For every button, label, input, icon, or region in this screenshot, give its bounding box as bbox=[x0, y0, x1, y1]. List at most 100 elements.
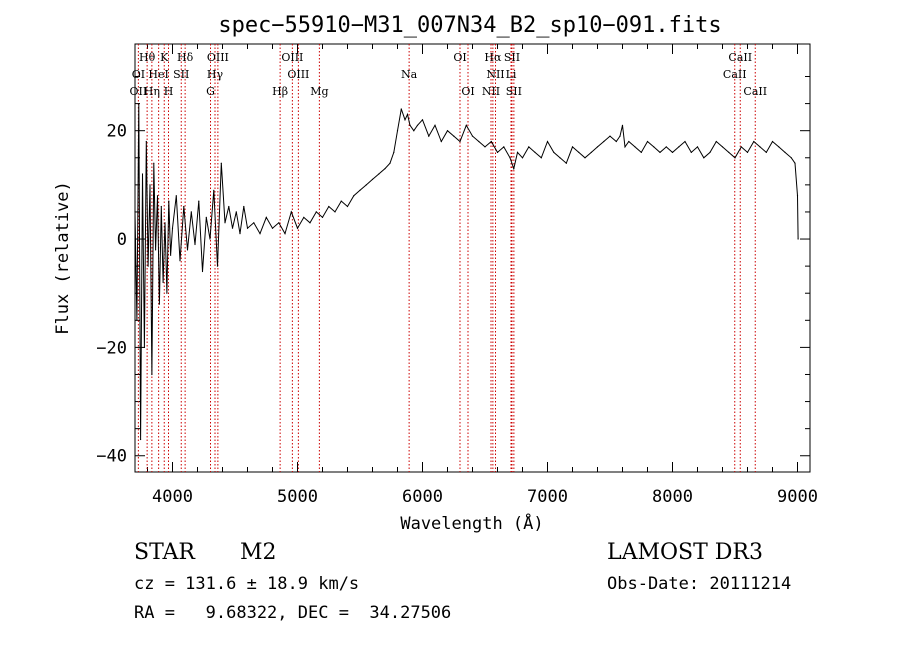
flux-point bbox=[170, 254, 172, 256]
flux-point bbox=[734, 157, 736, 159]
spectral-line-label: OIII bbox=[281, 51, 303, 64]
spectral-line-label: SII bbox=[506, 85, 522, 98]
spectral-line-label: OI bbox=[132, 68, 145, 81]
flux-point bbox=[559, 157, 561, 159]
spectral-line-markers bbox=[137, 44, 756, 472]
flux-point bbox=[615, 140, 617, 143]
spectral-line-label: NII bbox=[482, 85, 500, 98]
flux-point bbox=[609, 135, 611, 137]
spectral-line-label: Hα bbox=[484, 51, 502, 64]
y-tick-label: 0 bbox=[117, 230, 127, 250]
spectral-line-label: OI bbox=[453, 51, 466, 64]
flux-point bbox=[646, 140, 649, 143]
flux-point bbox=[389, 162, 391, 164]
spectral-line-label: Hβ bbox=[272, 85, 288, 98]
flux-point bbox=[315, 211, 317, 213]
flux-point bbox=[553, 151, 555, 153]
flux-point bbox=[168, 200, 170, 202]
flux-point bbox=[145, 140, 147, 143]
flux-point bbox=[384, 168, 386, 170]
spectral-line-label: Li bbox=[506, 68, 517, 81]
flux-point bbox=[696, 146, 699, 148]
flux-point bbox=[278, 222, 280, 224]
flux-point bbox=[246, 227, 249, 229]
flux-point bbox=[590, 151, 592, 153]
flux-point bbox=[490, 140, 492, 143]
flux-point bbox=[175, 195, 177, 197]
flux-point bbox=[290, 211, 292, 213]
flux-point bbox=[513, 168, 515, 170]
flux-point bbox=[428, 135, 430, 137]
flux-point bbox=[162, 281, 164, 283]
flux-point bbox=[353, 195, 355, 197]
flux-point bbox=[534, 151, 536, 153]
flux-point bbox=[228, 205, 230, 208]
flux-point bbox=[271, 227, 274, 229]
redshift-cz: cz = 131.6 ± 18.9 km/s bbox=[134, 574, 360, 594]
flux-point bbox=[446, 130, 449, 132]
flux-point bbox=[235, 211, 237, 213]
spectral-line-label: CaII bbox=[743, 85, 767, 98]
flux-point bbox=[484, 146, 486, 148]
x-tick-label: 4000 bbox=[152, 487, 193, 507]
flux-point bbox=[421, 119, 424, 121]
flux-point bbox=[453, 135, 455, 137]
flux-point bbox=[797, 238, 799, 240]
object-class: STAR bbox=[134, 540, 195, 565]
flux-point bbox=[628, 140, 630, 143]
x-tick-label: 5000 bbox=[277, 487, 318, 507]
flux-point bbox=[198, 200, 200, 202]
flux-point bbox=[224, 222, 226, 224]
flux-point bbox=[440, 140, 442, 143]
flux-point bbox=[156, 195, 159, 197]
flux-point bbox=[340, 200, 342, 202]
flux-point bbox=[578, 151, 580, 153]
flux-point bbox=[147, 265, 149, 267]
flux-point bbox=[378, 173, 380, 175]
flux-point bbox=[413, 130, 415, 132]
flux-point bbox=[471, 135, 474, 137]
flux-point bbox=[365, 184, 367, 186]
x-tick-label: 8000 bbox=[652, 487, 693, 507]
flux-point bbox=[778, 146, 780, 148]
flux-point bbox=[239, 233, 241, 235]
flux-point bbox=[179, 260, 181, 262]
flux-point bbox=[153, 162, 155, 164]
flux-point bbox=[496, 151, 499, 153]
plot-frame bbox=[134, 43, 811, 473]
flux-point bbox=[603, 140, 605, 143]
flux-point bbox=[134, 211, 136, 213]
flux-point bbox=[721, 146, 724, 148]
y-tick-label: −40 bbox=[96, 447, 127, 467]
spectrum-series bbox=[134, 103, 799, 441]
flux-point bbox=[213, 189, 215, 191]
flux-point bbox=[243, 205, 245, 208]
spectral-line-label: HeI bbox=[148, 68, 168, 81]
flux-point bbox=[746, 151, 749, 153]
flux-point bbox=[624, 146, 626, 148]
flux-point bbox=[136, 319, 138, 321]
spectral-line-label: CaII bbox=[728, 51, 752, 64]
subclass: M2 bbox=[240, 540, 277, 565]
flux-point bbox=[640, 151, 642, 153]
flux-point bbox=[765, 151, 767, 153]
axes: 4000 5000 6000 7000 8000 9000 −40 −20 0 20 bbox=[96, 43, 818, 507]
flux-point bbox=[678, 146, 680, 148]
flux-point bbox=[665, 146, 667, 148]
x-tick-label: 6000 bbox=[402, 487, 443, 507]
flux-point bbox=[796, 195, 799, 197]
flux-point bbox=[371, 178, 374, 180]
flux-point bbox=[715, 140, 717, 143]
flux-point bbox=[684, 140, 686, 143]
flux-point bbox=[400, 108, 402, 110]
flux-point bbox=[619, 135, 621, 137]
flux-point bbox=[186, 249, 189, 251]
flux-point bbox=[653, 146, 655, 148]
spectral-line-label: OII bbox=[130, 85, 148, 98]
flux-point bbox=[521, 157, 524, 159]
flux-point bbox=[478, 140, 480, 143]
flux-point bbox=[149, 184, 151, 186]
flux-point bbox=[190, 211, 192, 213]
spectral-line-label: Hγ bbox=[207, 68, 224, 81]
